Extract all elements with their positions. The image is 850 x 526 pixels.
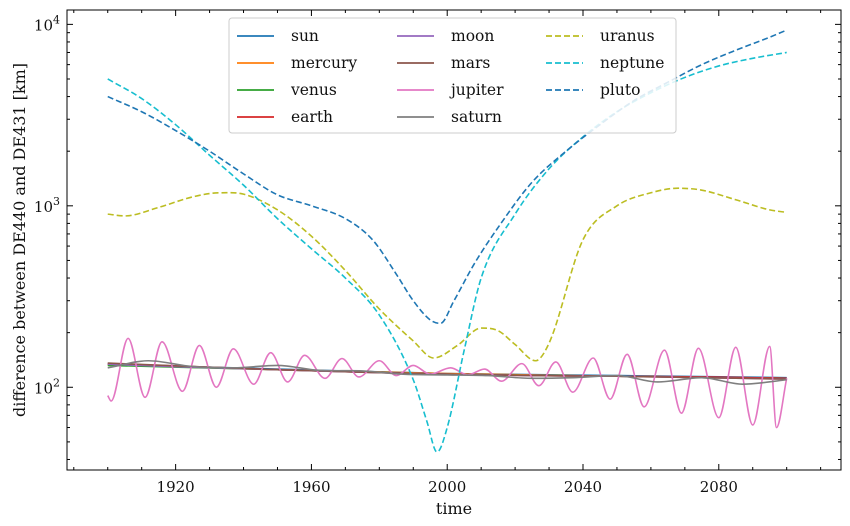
- plot-frame: [66, 9, 842, 471]
- y-tick-label: 102: [34, 376, 60, 397]
- legend-label-neptune: neptune: [600, 54, 664, 72]
- axes-layer: 1920 1960 2000 2040 2080 102 103 104: [34, 10, 841, 496]
- x-tick-label: 1920: [157, 478, 195, 496]
- legend-label-venus: venus: [290, 81, 337, 99]
- legend-label-sun: sun: [291, 27, 319, 45]
- legend-label-mercury: mercury: [291, 54, 357, 72]
- legend-box: [228, 17, 677, 134]
- series-line-saturn: [107, 359, 787, 385]
- legend-label-jupiter: jupiter: [449, 81, 504, 99]
- x-tick-label: 2040: [564, 478, 602, 496]
- legend-label-saturn: saturn: [451, 108, 502, 126]
- y-tick-label: 104: [34, 13, 60, 34]
- x-tick-label: 2080: [700, 478, 738, 496]
- legend-label-pluto: pluto: [600, 81, 640, 99]
- legend: sun mercury venus earth moon mars jupiter satur…: [228, 17, 677, 134]
- y-tick-label: 103: [34, 195, 60, 216]
- x-tick-label: 1960: [292, 478, 330, 496]
- x-tick-label: 2000: [428, 478, 466, 496]
- x-axis-label: time: [436, 499, 472, 518]
- legend-label-earth: earth: [291, 108, 333, 126]
- legend-label-moon: moon: [451, 27, 494, 45]
- legend-label-mars: mars: [451, 54, 490, 72]
- series-line-uranus: [107, 187, 787, 362]
- legend-label-uranus: uranus: [600, 27, 655, 45]
- y-axis-label: difference between DE440 and DE431 [km]: [10, 63, 29, 417]
